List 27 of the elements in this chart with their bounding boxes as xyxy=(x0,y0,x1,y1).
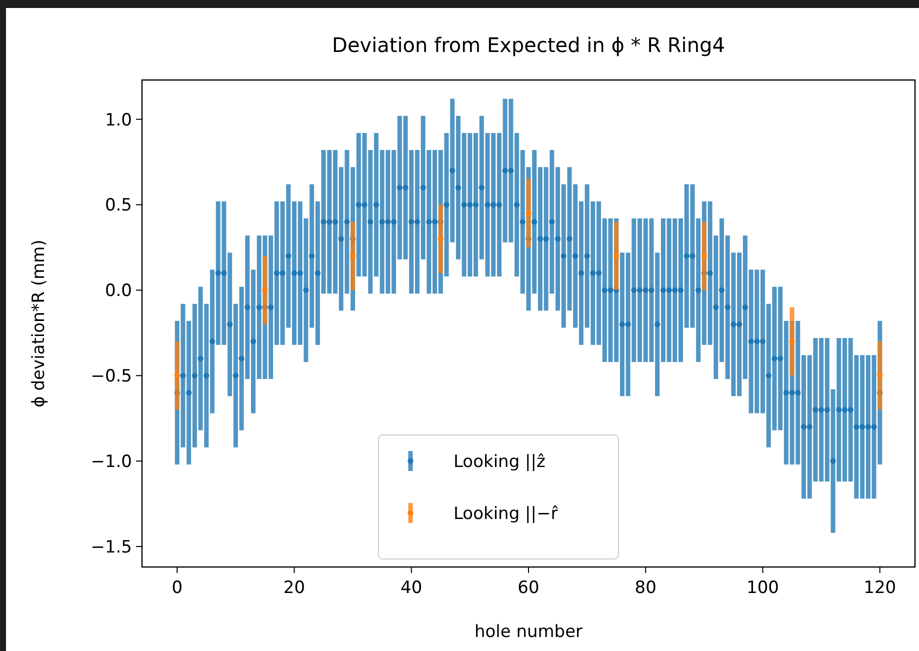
y-axis-title: ϕ deviation*R (mm) xyxy=(29,240,49,408)
x-tick-label: 0 xyxy=(172,578,183,598)
y-tick-label: −1.0 xyxy=(90,452,132,472)
point xyxy=(174,372,180,378)
point xyxy=(262,287,268,293)
chart-title: Deviation from Expected in ϕ * R Ring4 xyxy=(332,33,725,57)
point xyxy=(701,253,707,259)
x-tick-label: 80 xyxy=(634,578,656,598)
y-tick-label: 0.5 xyxy=(104,196,132,216)
x-tick-label: 60 xyxy=(518,578,540,598)
x-tick-label: 120 xyxy=(864,578,896,598)
y-tick-label: −0.5 xyxy=(90,366,132,387)
point xyxy=(789,338,795,344)
x-tick-label: 100 xyxy=(746,578,779,598)
legend-label: Looking ||−r̂ xyxy=(454,504,558,524)
y-tick-label: 1.0 xyxy=(104,110,132,130)
y-tick-label: 0.0 xyxy=(104,281,132,302)
point xyxy=(877,372,883,378)
x-tick-label: 40 xyxy=(400,578,422,598)
x-tick-label: 20 xyxy=(283,578,306,598)
point xyxy=(350,253,356,259)
y-tick-label: −1.5 xyxy=(90,537,132,558)
point xyxy=(438,236,444,242)
point xyxy=(614,253,620,259)
legend-label: Looking ||ẑ xyxy=(454,452,546,472)
x-axis-title: hole number xyxy=(474,622,583,642)
point xyxy=(526,210,532,216)
